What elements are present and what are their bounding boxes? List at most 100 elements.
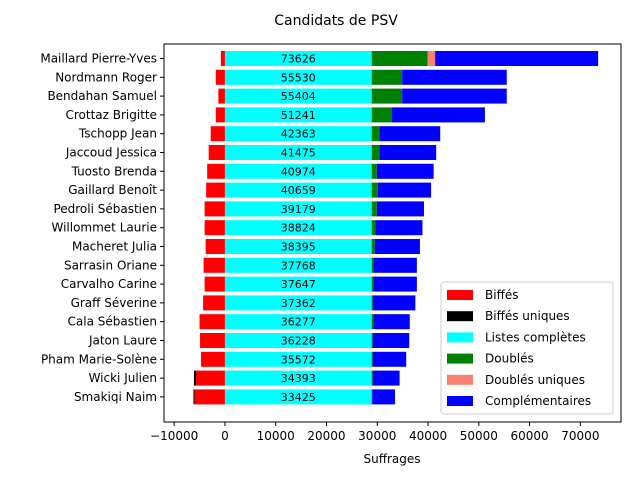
bar-segment	[427, 51, 436, 66]
x-tick-label: 10000	[257, 429, 295, 443]
bar-segment	[373, 276, 417, 292]
bar-segment	[208, 145, 225, 160]
bar-segment	[372, 295, 416, 311]
bar-segment	[372, 389, 396, 405]
bar-segment	[224, 201, 372, 217]
bar-segment	[204, 201, 225, 217]
x-tick-label: 0	[221, 429, 229, 443]
bar-value-label: 34393	[281, 372, 316, 385]
x-tick-label: 70000	[561, 429, 599, 443]
bar-segment	[215, 107, 225, 123]
bar-segment	[218, 88, 225, 104]
bar-value-label: 37362	[281, 297, 316, 310]
legend-label: Complémentaires	[485, 394, 591, 408]
bar-value-label: 51241	[281, 109, 316, 122]
bar-segment	[371, 351, 373, 367]
bar-segment	[391, 107, 485, 123]
legend-swatch	[447, 311, 473, 322]
bar-segment	[371, 126, 380, 142]
y-tick-label: Pham Marie-Solène	[41, 352, 157, 366]
y-tick-label: Tschopp Jean	[78, 127, 157, 141]
value-labels-group: 73626 55530 55404 51241 42363 41475 40974 40659…	[281, 53, 316, 404]
bar-segment	[374, 239, 420, 254]
legend-label: Doublés	[485, 352, 534, 366]
legend-box	[440, 281, 614, 415]
bar-segment	[379, 126, 441, 142]
bar-segment	[204, 220, 225, 236]
bar-value-label: 35572	[281, 353, 316, 366]
bar-segment	[375, 220, 423, 236]
x-tick-label: −10000	[150, 429, 198, 443]
bar-segment	[224, 69, 372, 85]
x-tick-label: 30000	[358, 429, 396, 443]
bar-segment	[224, 182, 372, 198]
bar-segment	[195, 370, 225, 386]
bar-value-label: 36228	[281, 335, 316, 348]
bar-segment	[371, 88, 403, 104]
bar-segment	[371, 314, 374, 330]
legend-swatch	[447, 332, 473, 343]
bar-value-label: 73626	[281, 53, 316, 66]
bar-segment	[371, 163, 377, 179]
bar-segment	[201, 351, 225, 367]
bar-segment	[224, 220, 372, 236]
bar-value-label: 33425	[281, 391, 316, 404]
bar-segment	[194, 389, 225, 405]
bar-segment	[210, 126, 225, 142]
bar-value-label: 36277	[281, 316, 316, 329]
bar-segment	[203, 295, 225, 311]
y-tick-label: Sarrasin Oriane	[64, 258, 157, 272]
bar-segment	[371, 220, 376, 236]
y-tick-label: Nordmann Roger	[55, 70, 157, 84]
chart-title: Candidats de PSV	[274, 13, 398, 29]
y-tick-label: Pedroli Sébastien	[53, 202, 157, 216]
bar-segment	[371, 201, 377, 217]
bar-segment	[371, 257, 374, 273]
bar-value-label: 37768	[281, 259, 316, 272]
bar-value-label: 41475	[281, 147, 316, 160]
y-tick-label: Tuosto Brenda	[71, 164, 157, 178]
x-tick-label: 60000	[511, 429, 549, 443]
bar-value-label: 38395	[281, 241, 316, 254]
bar-segment	[193, 370, 196, 386]
legend-swatch	[447, 353, 473, 364]
bar-segment	[224, 145, 372, 160]
bar-segment	[224, 314, 372, 330]
bar-segment	[376, 163, 434, 179]
bar-segment	[224, 333, 372, 348]
bar-segment	[199, 314, 225, 330]
bar-value-label: 40974	[281, 165, 316, 178]
y-tick-label: Smakiqi Naim	[74, 390, 157, 404]
bar-segment	[371, 145, 380, 160]
legend-label: Biffés	[485, 288, 518, 302]
bar-segment	[224, 295, 372, 311]
legend-swatch	[447, 374, 473, 385]
bar-segment	[371, 295, 373, 311]
bar-segment	[224, 239, 372, 254]
bar-segment	[371, 51, 428, 66]
bar-segment	[205, 239, 225, 254]
legend-label: Biffés uniques	[485, 309, 570, 323]
bar-segment	[224, 163, 372, 179]
legend-label: Doublés uniques	[485, 373, 585, 387]
bar-segment	[402, 88, 507, 104]
bar-segment	[371, 182, 378, 198]
legend-swatch	[447, 290, 473, 300]
bar-segment	[224, 107, 372, 123]
bar-segment	[224, 351, 372, 367]
bar-value-label: 55530	[281, 71, 316, 84]
bar-segment	[371, 333, 373, 348]
bar-segment	[200, 333, 225, 348]
x-tick-labels-group: −10000 0 10000 20000 30000 40000 50000 60000 700…	[150, 422, 599, 443]
bar-segment	[371, 389, 373, 405]
y-tick-label: Jaccoud Jessica	[65, 146, 157, 160]
x-tick-label: 40000	[409, 429, 447, 443]
bar-segment	[377, 182, 432, 198]
bar-segment	[224, 126, 372, 142]
y-tick-label: Willommet Laurie	[51, 221, 157, 235]
bar-segment	[372, 370, 400, 386]
y-tick-label: Cala Sébastien	[68, 315, 157, 329]
bar-segment	[371, 107, 392, 123]
bar-segment	[435, 51, 599, 66]
